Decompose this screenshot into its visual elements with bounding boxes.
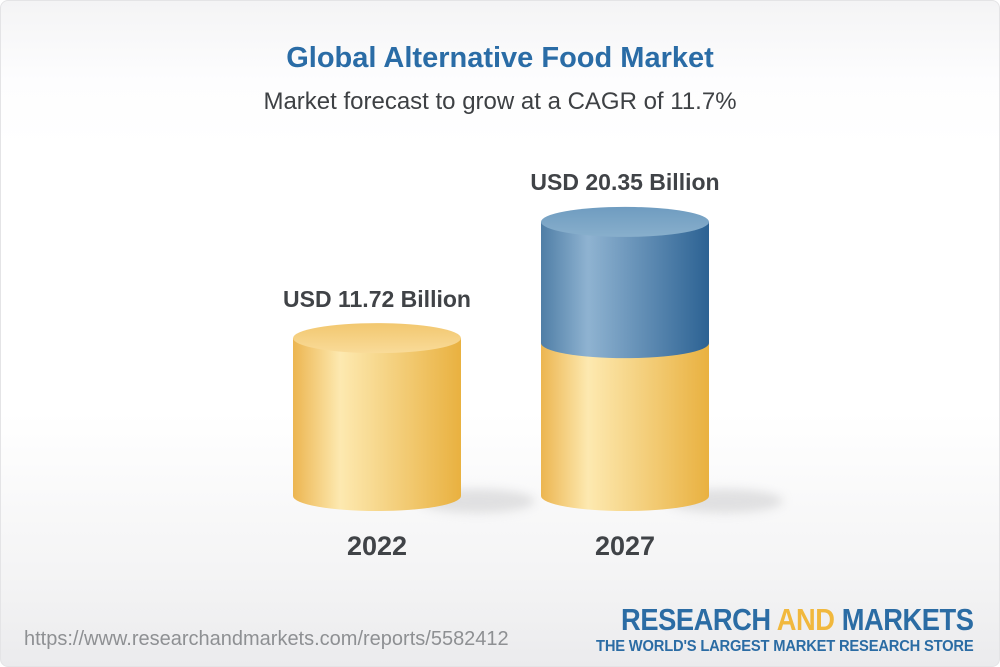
logo-wordmark: RESEARCH AND MARKETS [621, 602, 975, 637]
logo-tagline: THE WORLD'S LARGEST MARKET RESEARCH STOR… [596, 638, 975, 655]
value-label-2022: USD 11.72 Billion [283, 286, 471, 313]
research-and-markets-logo: RESEARCH AND MARKETS THE WORLD'S LARGEST… [573, 602, 975, 655]
value-label-2027: USD 20.35 Billion [530, 168, 720, 195]
page-title: Global Alternative Food Market [286, 42, 714, 74]
logo-word-research: RESEARCH [621, 602, 772, 637]
chart-subtitle: Market forecast to grow at a CAGR of 11.… [263, 88, 737, 115]
report-url: https://www.researchandmarkets.com/repor… [24, 628, 509, 650]
logo-word-markets: MARKETS [842, 602, 974, 637]
category-label-2022: 2022 [346, 531, 408, 561]
category-label-2027: 2027 [594, 531, 656, 561]
logo-word-and: AND [777, 602, 836, 637]
bar-2022 [293, 323, 461, 511]
bar-2027 [541, 206, 709, 511]
